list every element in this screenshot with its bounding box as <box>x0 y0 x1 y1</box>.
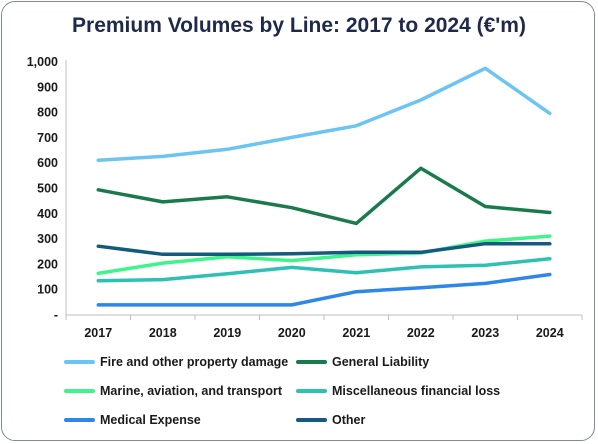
y-tick-label: 800 <box>37 106 58 120</box>
legend-label: Medical Expense <box>100 413 201 427</box>
legend: Fire and other property damage General Li… <box>64 355 500 427</box>
series-lines <box>96 66 552 307</box>
x-tick-label: 2017 <box>84 326 112 340</box>
legend-label: Fire and other property damage <box>100 355 288 369</box>
series-line-0 <box>96 66 552 162</box>
y-tick-label: 200 <box>37 257 58 271</box>
series-line-5 <box>96 241 552 257</box>
y-tick-label: 1,000 <box>27 55 58 69</box>
y-tick-label: 900 <box>37 80 58 94</box>
legend-label: General Liability <box>332 355 429 369</box>
y-tick-label: 700 <box>37 131 58 145</box>
x-tick-label: 2024 <box>536 326 564 340</box>
series-line-2 <box>96 234 552 276</box>
x-tick-label: 2019 <box>213 326 241 340</box>
series-line-1 <box>96 166 552 226</box>
x-tick-label: 2021 <box>342 326 370 340</box>
y-tick-label: 300 <box>37 232 58 246</box>
legend-label: Miscellaneous financial loss <box>332 384 500 398</box>
axes <box>65 60 583 320</box>
x-tick-label: 2023 <box>471 326 499 340</box>
chart-title: Premium Volumes by Line: 2017 to 2024 (€… <box>72 14 526 37</box>
x-tick-label: 2022 <box>407 326 435 340</box>
x-tick-label: 2018 <box>149 326 177 340</box>
y-tick-label: 600 <box>37 156 58 170</box>
series-line-3 <box>96 257 552 283</box>
x-axis-ticks: 2017 2018 2019 2020 2021 2022 2023 2024 <box>84 326 563 340</box>
series-line-4 <box>96 272 552 307</box>
y-tick-label: 500 <box>37 182 58 196</box>
y-tick-label: 400 <box>37 207 58 221</box>
legend-label: Other <box>332 413 365 427</box>
legend-label: Marine, aviation, and transport <box>100 384 283 398</box>
x-tick-label: 2020 <box>278 326 306 340</box>
y-axis-ticks: - 100 200 300 400 500 600 700 800 900 1,000 <box>27 55 58 322</box>
y-tick-label: - <box>54 308 58 322</box>
y-tick-label: 100 <box>37 283 58 297</box>
